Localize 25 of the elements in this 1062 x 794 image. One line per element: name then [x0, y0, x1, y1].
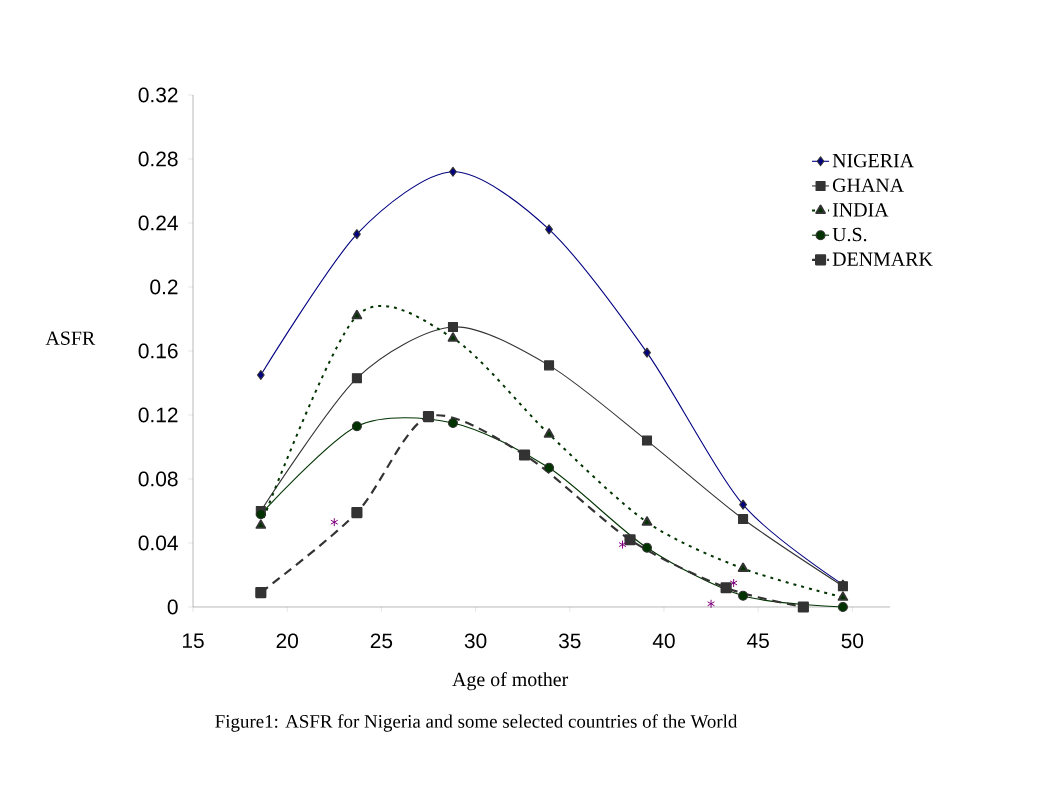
legend-label: INDIA — [832, 203, 889, 217]
y-tick-label: 0.2 — [150, 279, 178, 295]
y-tick-label: 0.28 — [138, 151, 178, 167]
y-tick-label: 0.32 — [138, 87, 178, 103]
x-tick-label: 35 — [558, 633, 581, 649]
y-tick-label: 0.12 — [138, 407, 178, 423]
x-axis-title: Age of mother — [452, 671, 569, 691]
x-tick-label: 45 — [746, 633, 769, 649]
y-axis-title: ASFR — [45, 331, 96, 345]
y-tick-label: 0.08 — [138, 471, 178, 487]
x-tick-label: 30 — [464, 633, 487, 649]
text: Figure1: ASFR for Nigeria and some selected countries of the World — [215, 714, 738, 732]
y-tick-label: 0.24 — [138, 215, 178, 231]
legend-label: U.S. — [832, 227, 867, 242]
y-tick-label: 0.04 — [138, 535, 178, 551]
x-tick-label: 25 — [370, 633, 393, 649]
legend-label: DENMARK — [832, 252, 933, 266]
legend-label: GHANA — [832, 178, 904, 192]
x-tick-label: 40 — [652, 633, 675, 649]
legend-label: NIGERIA — [832, 153, 914, 168]
x-tick-label: 20 — [276, 633, 299, 649]
x-tick-label: 15 — [182, 633, 204, 649]
y-tick-label: 0 — [167, 599, 178, 615]
y-tick-label: 0.16 — [138, 343, 178, 359]
x-tick-label: 50 — [841, 633, 864, 649]
